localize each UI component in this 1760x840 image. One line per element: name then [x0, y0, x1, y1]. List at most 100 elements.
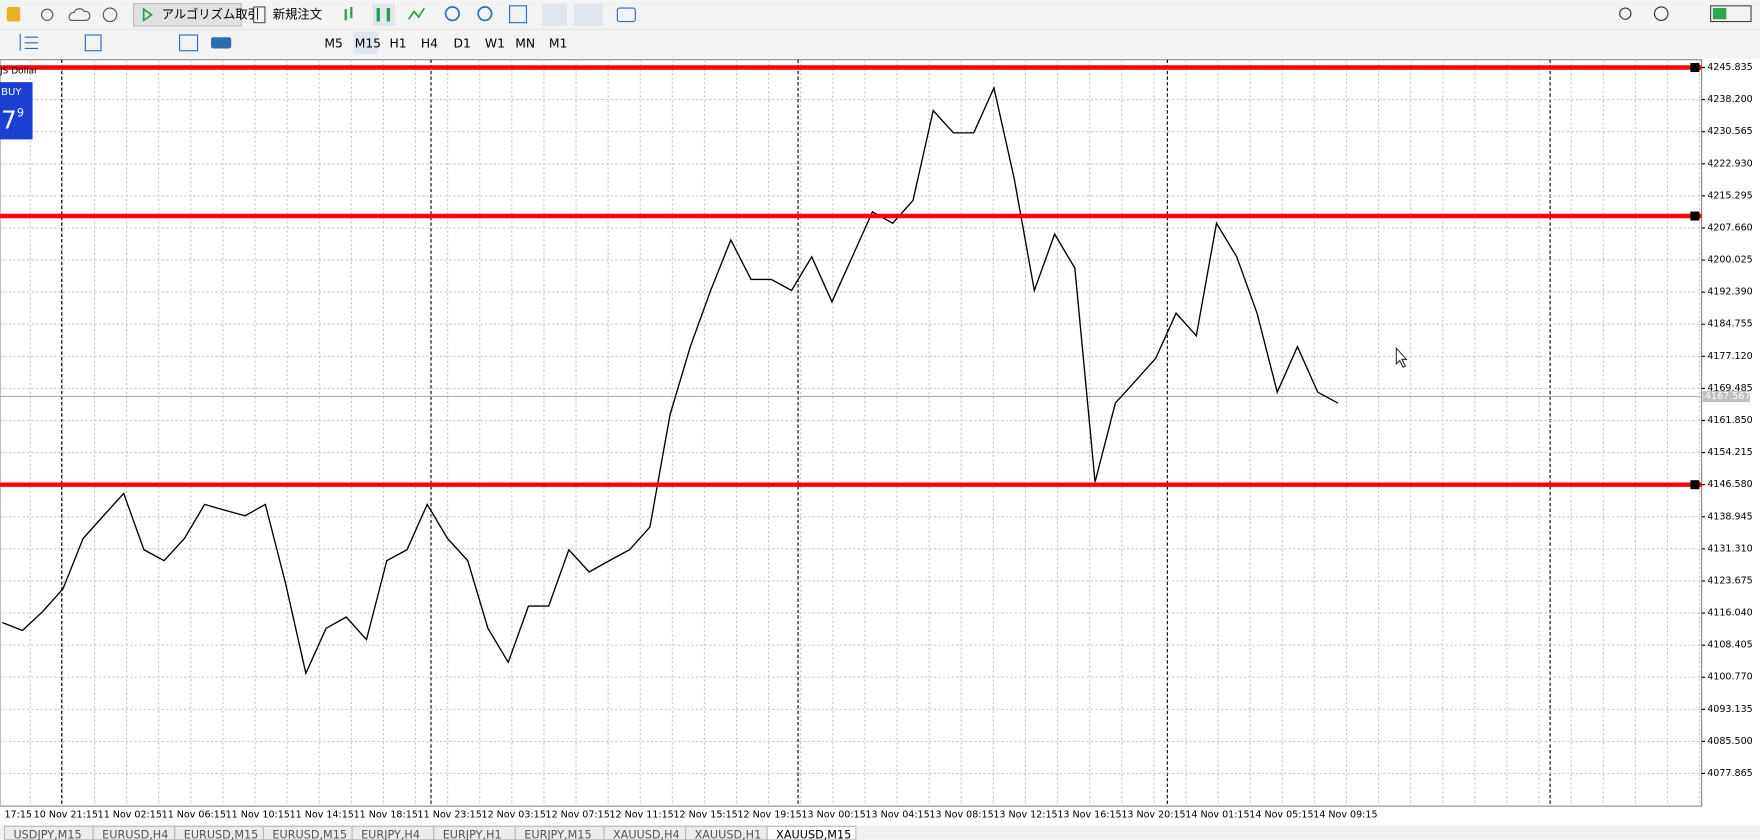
y-tick-label: 4085.500 [1707, 736, 1752, 747]
x-tick-label: 12 Nov 11:15 [609, 810, 673, 821]
y-tick-label: 4138.945 [1707, 511, 1752, 522]
x-tick-label: 12 Nov 15:15 [673, 810, 737, 821]
tab-label[interactable]: EURUSD,M15 [272, 828, 347, 840]
price-line [1, 85, 1339, 676]
algo-button[interactable] [133, 3, 242, 27]
icon-candles [376, 8, 391, 22]
buy-label[interactable]: BUY [1, 87, 22, 98]
x-tick-label: 13 Nov 20:15 [1121, 810, 1185, 821]
icon-bag[interactable] [6, 6, 21, 22]
x-tick-label: 11 Nov 18:15 [354, 810, 418, 821]
timeframe-button[interactable]: H4 [421, 36, 438, 50]
x-tick-label: 11 Nov 23:15 [418, 810, 482, 821]
y-tick-label: 4116.040 [1707, 608, 1752, 619]
tab-label[interactable]: XAUUSD,M15 [776, 828, 851, 840]
x-tick-label: 14 Nov 05:15 [1249, 810, 1313, 821]
toolbar-icons [6, 3, 1752, 55]
x-tick-label: 13 Nov 12:15 [993, 810, 1057, 821]
y-tick-label: 4207.660 [1707, 222, 1752, 233]
icon-signal[interactable] [40, 8, 54, 21]
y-tick-label: 4100.770 [1707, 672, 1752, 683]
tab-label[interactable]: EURJPY,H4 [361, 828, 420, 840]
y-tick-label: 4177.120 [1707, 351, 1752, 362]
timeframe-button[interactable]: W1 [485, 36, 505, 50]
icon-zoom-in[interactable] [444, 6, 460, 22]
x-tick-label: 13 Nov 00:15 [801, 810, 865, 821]
y-tick-label: 4108.405 [1707, 640, 1752, 651]
buy-price-main[interactable]: 7 [1, 105, 17, 134]
chart-area [0, 59, 1703, 807]
y-tick-label: 4154.215 [1707, 447, 1752, 458]
icon-cloud[interactable] [68, 8, 91, 21]
icon-zoom-out[interactable] [477, 6, 493, 22]
icon-new-order[interactable] [253, 6, 266, 24]
icon-indicator[interactable] [179, 34, 199, 52]
tab-label[interactable]: XAUUSD,H4 [613, 828, 680, 840]
icon-account[interactable] [1653, 6, 1669, 21]
icon-shift[interactable] [573, 3, 603, 27]
algo-trading-label[interactable]: アルゴリズム取引 [162, 6, 260, 21]
x-tick-label: 11 Nov 02:15 [98, 810, 162, 821]
tf-active-bg [353, 31, 379, 55]
y-tick-label: 4230.565 [1707, 126, 1752, 137]
icon-ok[interactable] [211, 37, 232, 49]
y-tick-label: 4161.850 [1707, 415, 1752, 426]
y-tick-label: 4215.295 [1707, 190, 1752, 201]
current-price-label: 4167.567 [1705, 391, 1750, 402]
y-tick-label: 4192.390 [1707, 287, 1752, 298]
level-handle[interactable] [1690, 480, 1700, 490]
timeframe-button[interactable]: M15 [355, 36, 381, 50]
timeframe-button[interactable]: M1 [549, 36, 567, 50]
timeframe-button[interactable]: H1 [389, 36, 406, 50]
symbol-label: JS Dollar [0, 66, 38, 76]
y-tick-label: 4093.135 [1707, 704, 1752, 715]
icon-candles-active[interactable] [372, 3, 396, 27]
level-handle[interactable] [1690, 211, 1700, 221]
y-tick-label: 4238.200 [1707, 94, 1752, 105]
tab-label[interactable]: XAUUSD,H1 [695, 828, 762, 840]
icon-vps[interactable] [102, 7, 118, 23]
new-order-label[interactable]: 新規注文 [273, 6, 322, 21]
x-tick-label: 12 Nov 03:15 [482, 810, 546, 821]
tab-label[interactable]: USDJPY,M15 [13, 828, 81, 840]
icon-tile[interactable] [509, 5, 527, 24]
timeframe-button[interactable]: MN [515, 36, 535, 50]
mouse-cursor [1395, 346, 1408, 368]
icon-screenshot[interactable] [616, 7, 636, 23]
tab-label[interactable]: EURJPY,H1 [443, 828, 502, 840]
current-price-tag [1702, 390, 1750, 403]
y-tick-label: 4131.310 [1707, 543, 1752, 554]
x-tick-label: 17:15 [4, 810, 31, 821]
timeframe-button[interactable]: M5 [324, 36, 342, 50]
icon-bars[interactable] [344, 6, 353, 21]
x-tick-label: 11 Nov 10:15 [226, 810, 290, 821]
y-tick-label: 4169.485 [1707, 383, 1752, 394]
tab-label[interactable]: EURUSD,M15 [184, 828, 259, 840]
battery-level [1712, 8, 1727, 20]
icon-search[interactable] [1619, 7, 1632, 20]
y-tick-label: 4200.025 [1707, 255, 1752, 266]
x-tick-label: 12 Nov 07:15 [546, 810, 610, 821]
buy-price-sup[interactable]: 9 [17, 107, 24, 120]
x-tick-label: 13 Nov 16:15 [1057, 810, 1121, 821]
timeframe-button[interactable]: D1 [453, 36, 470, 50]
drawing-tools[interactable] [19, 33, 39, 51]
icon-rect[interactable] [84, 34, 102, 52]
icon-line[interactable] [407, 7, 425, 20]
tab-label[interactable]: EURUSD,H4 [102, 828, 168, 840]
x-tick-label: 11 Nov 06:15 [162, 810, 226, 821]
buy-panel[interactable] [0, 82, 33, 140]
x-tick-label: 14 Nov 01:15 [1185, 810, 1249, 821]
tab-label[interactable]: EURJPY,M15 [524, 828, 591, 840]
x-tick-label: 10 Nov 21:15 [34, 810, 98, 821]
level-handle[interactable] [1690, 63, 1700, 73]
y-tick-label: 4222.930 [1707, 158, 1752, 169]
y-tick-label: 4184.755 [1707, 319, 1752, 330]
y-tick-label: 4077.865 [1707, 768, 1752, 779]
icon-autoscroll[interactable] [542, 3, 567, 27]
y-tick-label: 4146.580 [1707, 479, 1752, 490]
x-tick-label: 11 Nov 14:15 [290, 810, 354, 821]
